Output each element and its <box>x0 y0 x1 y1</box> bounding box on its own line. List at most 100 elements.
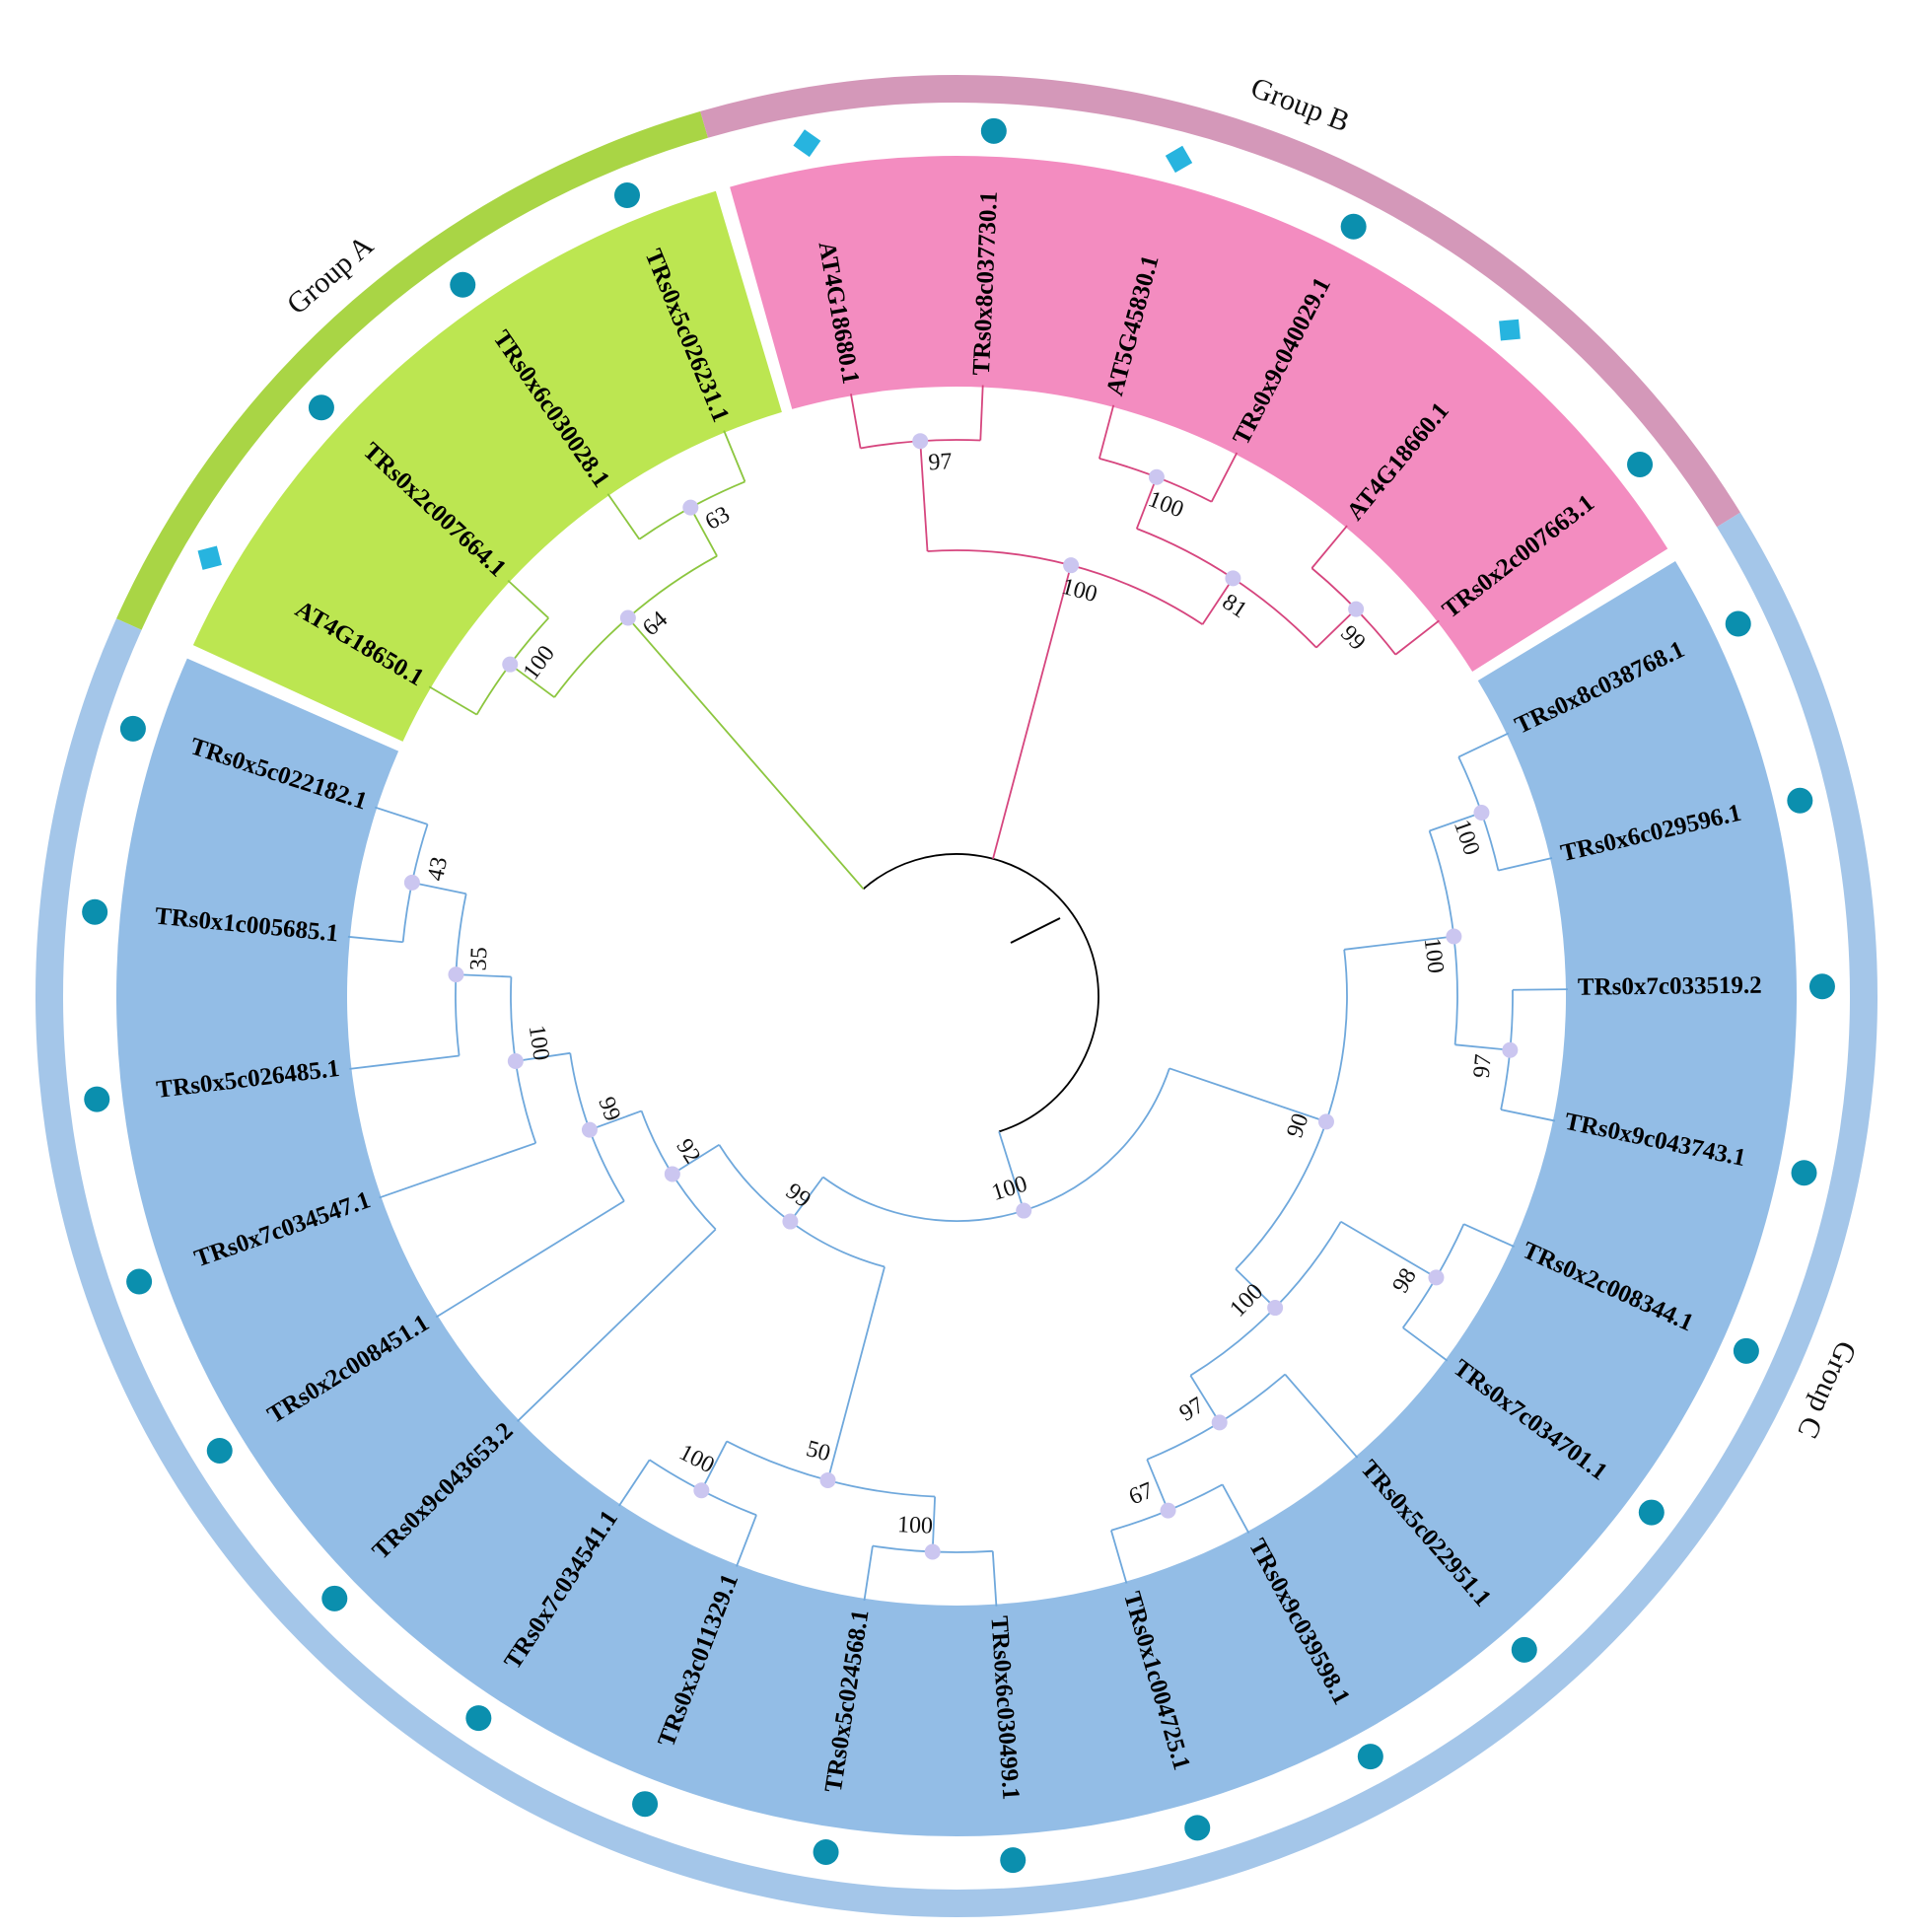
branch <box>736 1514 757 1567</box>
branch <box>931 1496 937 1552</box>
circle-marker <box>1511 1636 1537 1663</box>
branch <box>379 1142 536 1199</box>
branch <box>1340 1220 1437 1279</box>
support-dot <box>1225 570 1241 587</box>
circle-marker <box>126 1268 153 1295</box>
branch <box>509 663 555 698</box>
branch <box>606 493 641 540</box>
square-marker <box>1165 145 1193 174</box>
circle-marker <box>321 1585 348 1611</box>
branch <box>456 973 512 978</box>
branch <box>1189 1375 1221 1423</box>
root-branch <box>992 564 1072 860</box>
circle-marker <box>980 117 1007 144</box>
circle-marker <box>1627 451 1654 477</box>
circle-marker <box>1000 1847 1027 1874</box>
circle-marker <box>1184 1815 1211 1841</box>
circle-marker <box>614 182 641 209</box>
branch <box>1098 404 1115 460</box>
root-branch <box>627 616 865 890</box>
circle-marker <box>84 1086 110 1112</box>
circle-marker <box>813 1838 839 1865</box>
circle-marker <box>632 1791 659 1818</box>
circle-marker <box>1733 1337 1759 1364</box>
branch <box>515 1051 571 1062</box>
circle-marker <box>308 394 334 421</box>
branch <box>507 579 549 619</box>
circle-marker <box>1725 610 1751 637</box>
branch <box>1402 1326 1449 1362</box>
branch <box>618 1459 651 1507</box>
support-value: 97 <box>928 449 954 476</box>
branch <box>589 1109 642 1131</box>
branch <box>1500 1109 1556 1122</box>
support-dot <box>403 874 420 891</box>
support-dot <box>1502 1041 1519 1058</box>
circle-marker <box>465 1705 492 1732</box>
leaf-label: TRs0x7c033519.2 <box>1578 972 1762 1001</box>
support-dot <box>782 1213 799 1230</box>
branch <box>1498 857 1553 872</box>
support-value: 100 <box>524 1024 554 1062</box>
root-branch <box>998 1131 1026 1211</box>
square-marker <box>793 129 821 158</box>
branch <box>1457 732 1510 758</box>
branch <box>689 507 718 557</box>
support-dot <box>507 1052 524 1069</box>
branch <box>863 1545 874 1602</box>
support-value: 97 <box>1469 1053 1497 1079</box>
support-value: 100 <box>896 1512 933 1539</box>
branch <box>1454 1043 1511 1051</box>
sectors <box>115 156 1797 1836</box>
branch <box>991 1550 998 1607</box>
support-dot <box>1063 557 1080 574</box>
support-dot <box>924 1543 941 1560</box>
support-value: 43 <box>423 855 453 884</box>
branch <box>375 806 428 825</box>
support-dot <box>1148 468 1165 485</box>
branch <box>1146 1459 1169 1511</box>
group-sector <box>730 156 1668 672</box>
branch <box>672 1143 720 1176</box>
support-dot <box>682 499 699 516</box>
support-dot <box>693 1482 710 1499</box>
group-ring <box>35 74 1878 1918</box>
branch <box>411 881 466 895</box>
support-value: 35 <box>465 947 492 971</box>
support-dot <box>619 609 636 626</box>
branch <box>979 385 984 441</box>
branch <box>1221 1483 1250 1534</box>
circle-marker <box>119 715 146 742</box>
branch <box>1394 619 1440 656</box>
branch <box>1210 452 1239 503</box>
circle-marker <box>1340 213 1367 240</box>
circle-marker <box>450 271 476 298</box>
support-dot <box>1211 1414 1228 1431</box>
branch <box>1311 525 1348 569</box>
branch <box>349 1054 460 1070</box>
circle-marker <box>206 1437 233 1464</box>
branch <box>826 1266 886 1481</box>
support-dot <box>502 656 519 673</box>
circle-marker <box>1791 1160 1817 1186</box>
support-dot <box>448 966 464 983</box>
circle-marker <box>1808 973 1835 1000</box>
branch <box>1110 1530 1128 1584</box>
circle-marker <box>1357 1744 1383 1770</box>
branch <box>1463 1223 1515 1248</box>
branch <box>723 430 746 482</box>
support-value: 100 <box>1419 937 1449 975</box>
square-marker <box>1499 319 1521 341</box>
branch <box>1512 988 1568 991</box>
group-ring <box>700 74 1740 528</box>
branch <box>347 935 403 944</box>
support-dot <box>912 433 929 450</box>
branch <box>1235 1268 1276 1309</box>
branch <box>1284 1373 1359 1459</box>
branch <box>919 441 929 552</box>
circle-marker <box>1638 1499 1665 1526</box>
group-sector <box>115 561 1797 1836</box>
branch <box>428 685 477 716</box>
support-dot <box>1317 1113 1334 1130</box>
